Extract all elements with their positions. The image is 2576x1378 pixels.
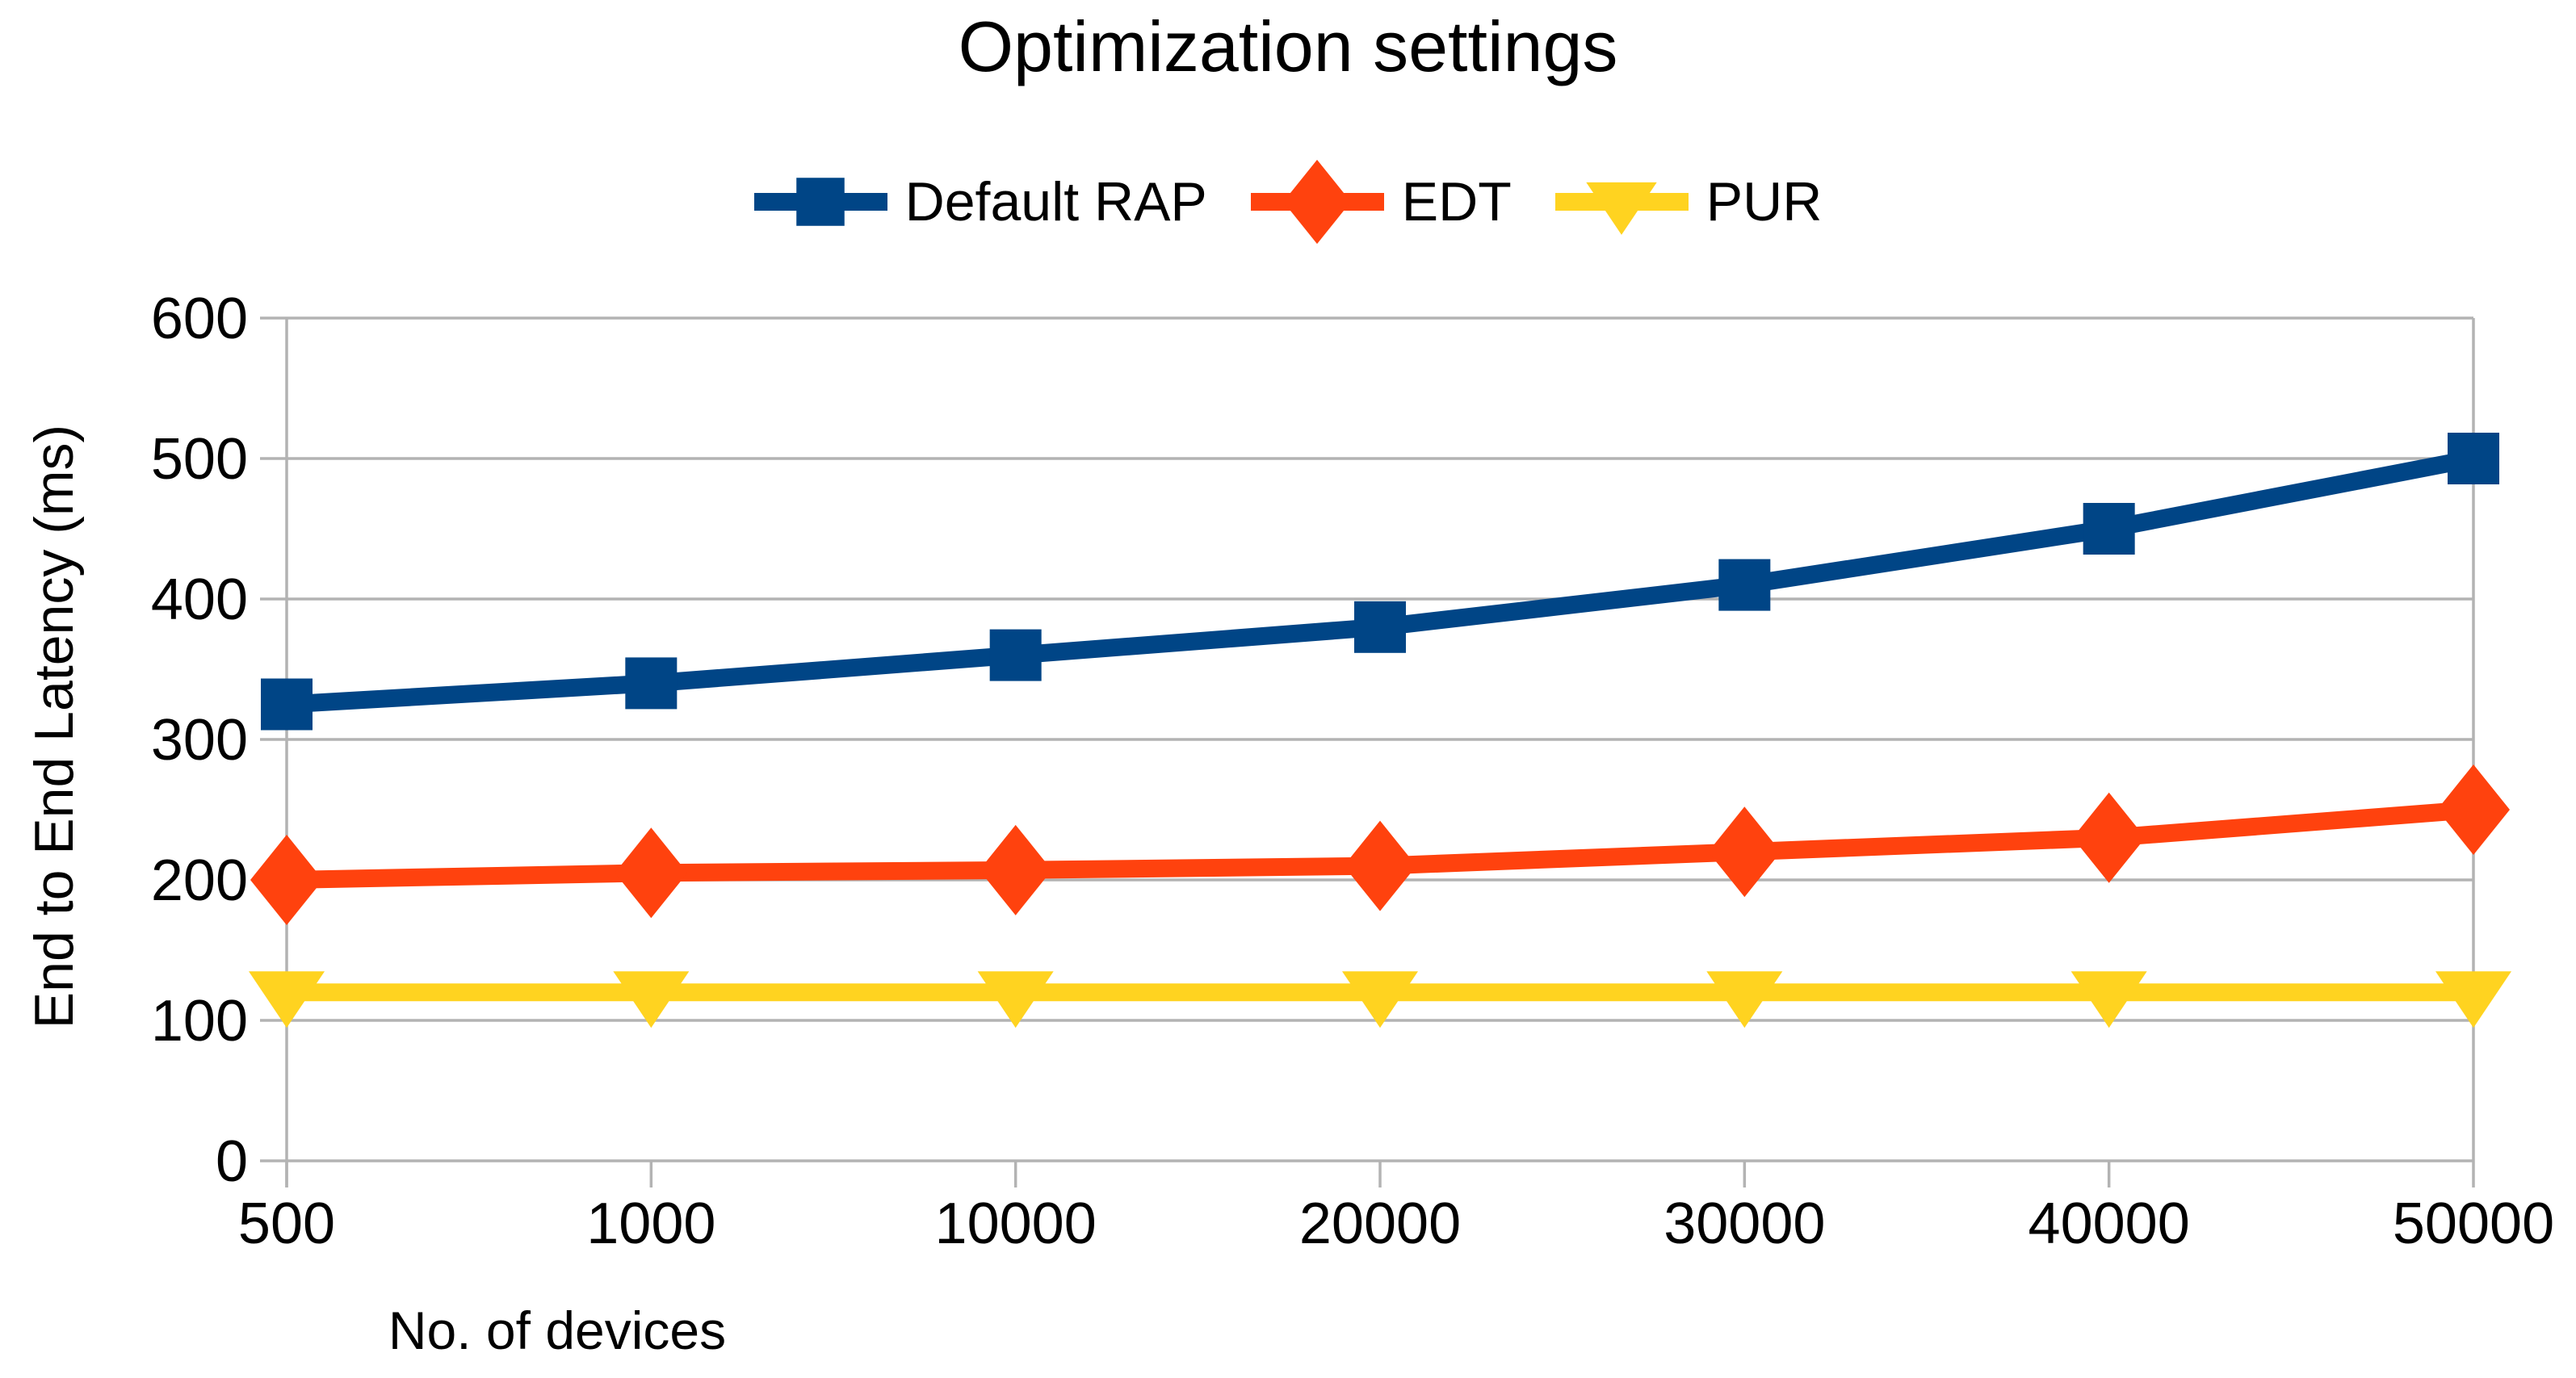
triangle-down-marker-icon (1342, 971, 1418, 1028)
diamond-marker-icon (1708, 806, 1781, 898)
legend-label-default-rap: Default RAP (904, 171, 1207, 232)
diamond-marker-icon (2437, 764, 2510, 855)
triangle-down-marker-icon (1586, 182, 1657, 235)
x-tick-label: 30000 (1663, 1192, 1825, 1256)
square-marker-icon (1718, 559, 1771, 611)
y-tick-label: 600 (151, 287, 248, 351)
diamond-marker-icon (615, 827, 688, 919)
diamond-marker-icon (1344, 820, 1416, 911)
triangle-down-marker-icon (249, 971, 325, 1028)
triangle-down-marker-icon (2070, 971, 2147, 1028)
chart-title: Optimization settings (958, 6, 1618, 86)
x-axis-title-text: No. of devices (388, 1301, 727, 1360)
x-tick-label: 1000 (586, 1192, 715, 1256)
legend-label-edt: EDT (1401, 171, 1512, 232)
y-tick-label: 500 (151, 427, 248, 492)
triangle-down-marker-icon (1706, 971, 1783, 1028)
square-marker-icon (261, 678, 313, 731)
diamond-marker-icon (250, 835, 323, 925)
y-axis-title-text: End to End Latency (ms) (23, 424, 85, 1029)
legend-diamond-marker-icon (1250, 159, 1384, 245)
legend-triangle-down-marker-icon (1554, 182, 1689, 235)
x-tick-label: 40000 (2028, 1192, 2190, 1256)
triangle-down-marker-icon (977, 971, 1054, 1028)
legend-item-pur: PUR (1554, 161, 1823, 242)
square-marker-icon (989, 629, 1042, 681)
diamond-marker-icon (979, 824, 1052, 915)
triangle-down-marker-icon (2435, 971, 2511, 1028)
legend: Default RAP EDT PUR (0, 159, 2576, 245)
y-tick-label: 0 (216, 1129, 248, 1194)
x-tick-label: 50000 (2393, 1192, 2554, 1256)
triangle-down-marker-icon (613, 971, 690, 1028)
x-axis-title: No. of devices (0, 1300, 2576, 1361)
y-tick-label: 100 (151, 989, 248, 1053)
legend-item-default-rap: Default RAP (753, 161, 1207, 242)
x-tick-label: 10000 (935, 1192, 1097, 1256)
legend-item-edt: EDT (1250, 159, 1512, 245)
legend-square-marker-icon (753, 178, 887, 226)
y-tick-label: 200 (151, 848, 248, 913)
series-line-default-rap (286, 450, 2476, 714)
legend-label-pur: PUR (1705, 171, 1823, 232)
square-marker-icon (2083, 503, 2135, 555)
square-marker-icon (1354, 601, 1406, 653)
diamond-marker-icon (2072, 792, 2146, 883)
square-marker-icon (625, 657, 678, 710)
x-tick-label: 500 (238, 1192, 335, 1256)
y-tick-label: 400 (151, 568, 248, 632)
square-marker-icon (795, 178, 845, 226)
square-marker-icon (2448, 433, 2499, 484)
y-tick-label: 300 (151, 708, 248, 773)
x-tick-label: 20000 (1299, 1192, 1461, 1256)
